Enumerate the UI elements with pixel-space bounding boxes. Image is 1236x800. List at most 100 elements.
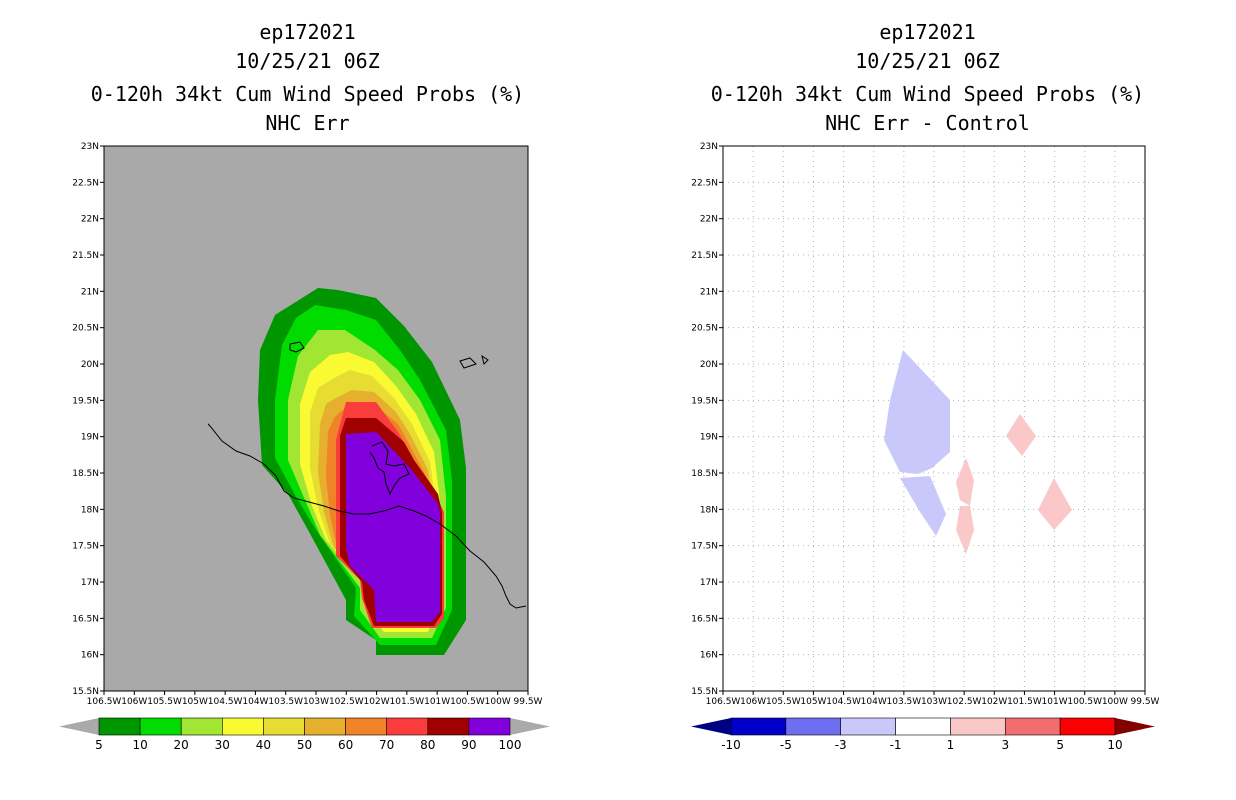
- right-lon-label: 100W: [1102, 697, 1128, 707]
- right-colorbar: -10 -5 -3 -1 1 3 5 10: [691, 717, 1155, 752]
- right-colorbar-label: -5: [780, 738, 792, 752]
- right-lat-label: 16.5N: [691, 614, 718, 624]
- right-colorbar-label: 1: [947, 738, 955, 752]
- left-lat-label: 22.5N: [72, 178, 99, 188]
- right-colorbar-swatch: [785, 717, 842, 736]
- left-axis-ticks: 23N 22.5N 22N 21.5N 21N 20.5N 20N 19.5N 19N 18.5N…: [72, 142, 542, 707]
- left-lat-label: 22N: [81, 215, 99, 225]
- left-panel-title: ep172021 10/25/21 06Z 0-120h 34kt Cum Wi…: [60, 18, 555, 138]
- left-lat-label: 21N: [81, 287, 99, 297]
- left-title-product: 0-120h 34kt Cum Wind Speed Probs (%): [90, 82, 525, 106]
- right-colorbar-over-arrow: [1115, 718, 1155, 735]
- left-colorbar: 5 10 20 30 40 50 60 70 80 90 100: [59, 717, 550, 752]
- left-lat-label: 18.5N: [72, 469, 99, 479]
- left-colorbar-swatch: [222, 717, 264, 736]
- right-map-gridlines: [723, 146, 1145, 691]
- right-colorbar-swatch: [895, 717, 951, 736]
- left-colorbar-label: 30: [215, 738, 230, 752]
- left-colorbar-label: 50: [297, 738, 312, 752]
- left-colorbar-label: 10: [132, 738, 147, 752]
- right-lon-label: 104W: [861, 697, 887, 707]
- right-axis-ticks: 23N 22.5N 22N 21.5N 21N 20.5N 20N 19.5N 19N 18.5N…: [691, 142, 1159, 707]
- left-lon-label: 102.5W: [329, 697, 364, 707]
- right-lat-label: 22N: [700, 215, 718, 225]
- right-lat-label: 19N: [700, 433, 718, 443]
- right-colorbar-under-arrow: [691, 718, 731, 735]
- right-colorbar-label: 5: [1056, 738, 1064, 752]
- right-lat-label: 18N: [700, 505, 718, 515]
- left-colorbar-swatch: [386, 717, 429, 736]
- right-colorbar-label: -1: [890, 738, 902, 752]
- left-lat-label: 19N: [81, 433, 99, 443]
- right-lon-label: 101.5W: [1007, 697, 1042, 707]
- right-lon-label: 106W: [740, 697, 766, 707]
- left-colorbar-label: 40: [256, 738, 271, 752]
- right-colorbar-label: 3: [1001, 738, 1009, 752]
- left-lat-label: 16N: [81, 651, 99, 661]
- right-lat-label: 20N: [700, 360, 718, 370]
- right-colorbar-label: -3: [835, 738, 847, 752]
- right-lat-label: 21.5N: [691, 251, 718, 261]
- left-lon-label: 106W: [121, 697, 147, 707]
- left-colorbar-swatch: [468, 717, 511, 736]
- left-colorbar-swatch: [180, 717, 223, 736]
- left-colorbar-label: 100: [499, 738, 522, 752]
- right-panel-title: ep172021 10/25/21 06Z 0-120h 34kt Cum Wi…: [680, 18, 1175, 138]
- left-lat-label: 20.5N: [72, 324, 99, 334]
- right-colorbar-label: -10: [721, 738, 741, 752]
- left-colorbar-label: 90: [461, 738, 476, 752]
- left-lat-label: 18N: [81, 505, 99, 515]
- right-lat-label: 18.5N: [691, 469, 718, 479]
- left-lon-label: 103.5W: [268, 697, 303, 707]
- right-colorbar-swatch: [730, 717, 787, 736]
- left-colorbar-label: 20: [174, 738, 189, 752]
- right-title-storm-id: ep172021: [879, 20, 976, 44]
- left-lat-label: 19.5N: [72, 396, 99, 406]
- left-lat-label: 17N: [81, 578, 99, 588]
- left-lat-label: 16.5N: [72, 614, 99, 624]
- right-lat-label: 23N: [700, 142, 718, 152]
- left-colorbar-label: 5: [95, 738, 103, 752]
- left-lat-label: 17.5N: [72, 542, 99, 552]
- right-lon-label: 105W: [800, 697, 826, 707]
- right-lon-label: 99.5W: [1131, 697, 1160, 707]
- right-colorbar-swatch: [840, 717, 896, 736]
- right-lat-label: 20.5N: [691, 324, 718, 334]
- left-colorbar-swatch: [345, 717, 388, 736]
- left-lon-label: 99.5W: [514, 697, 543, 707]
- left-colorbar-label: 60: [338, 738, 353, 752]
- left-colorbar-swatch: [427, 717, 470, 736]
- right-lon-label: 100.5W: [1067, 697, 1102, 707]
- left-colorbar-label: 80: [420, 738, 435, 752]
- right-title-product: 0-120h 34kt Cum Wind Speed Probs (%): [710, 82, 1145, 106]
- left-lat-label: 15.5N: [72, 687, 99, 697]
- right-title-subtitle: NHC Err - Control: [825, 111, 1030, 135]
- right-colorbar-swatch: [1059, 717, 1116, 736]
- right-lon-label: 101W: [1042, 697, 1068, 707]
- left-title-storm-id: ep172021: [259, 20, 356, 44]
- right-lon-label: 103.5W: [887, 697, 922, 707]
- left-lon-label: 101.5W: [390, 697, 425, 707]
- left-colorbar-swatch: [263, 717, 305, 736]
- right-difference-contours: [884, 350, 1072, 554]
- right-title-datetime: 10/25/21 06Z: [855, 49, 1000, 73]
- left-lon-label: 100W: [485, 697, 511, 707]
- right-lat-label: 19.5N: [691, 396, 718, 406]
- left-colorbar-swatch: [139, 717, 182, 736]
- left-title-datetime: 10/25/21 06Z: [235, 49, 380, 73]
- right-lon-label: 103W: [921, 697, 947, 707]
- right-lon-label: 106.5W: [706, 697, 741, 707]
- left-lon-label: 106.5W: [87, 697, 122, 707]
- right-lat-label: 17.5N: [691, 542, 718, 552]
- left-lon-label: 100.5W: [450, 697, 485, 707]
- right-colorbar-swatch: [950, 717, 1006, 736]
- left-colorbar-swatch: [304, 717, 346, 736]
- right-lon-label: 104.5W: [826, 697, 861, 707]
- left-lon-label: 104.5W: [208, 697, 243, 707]
- left-colorbar-over-arrow: [510, 718, 550, 735]
- right-lat-label: 22.5N: [691, 178, 718, 188]
- left-colorbar-under-arrow: [59, 718, 99, 735]
- left-map-panel: 23N 22.5N 22N 21.5N 21N 20.5N 20N 19.5N 19N 18.5N…: [72, 142, 542, 707]
- right-map-panel: 23N 22.5N 22N 21.5N 21N 20.5N 20N 19.5N 19N 18.5N…: [691, 142, 1159, 707]
